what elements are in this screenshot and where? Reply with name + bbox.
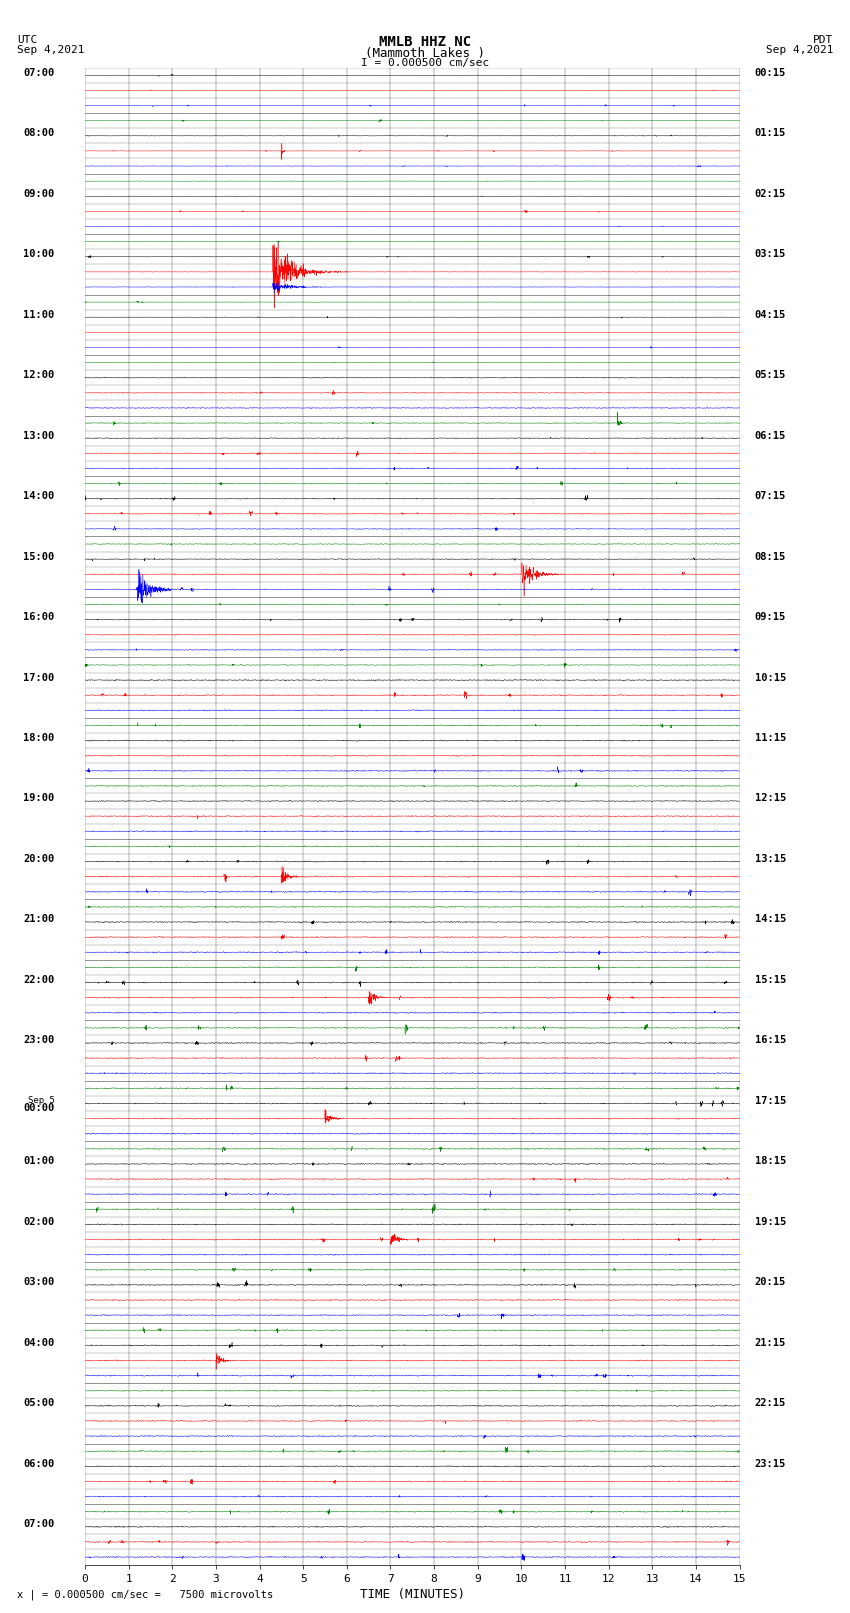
Text: 17:00: 17:00 [23, 673, 54, 682]
Text: 07:00: 07:00 [23, 68, 54, 77]
Text: 10:00: 10:00 [23, 248, 54, 260]
Text: 15:15: 15:15 [755, 974, 786, 986]
Text: 02:15: 02:15 [755, 189, 786, 198]
Text: 11:15: 11:15 [755, 732, 786, 744]
Text: 12:15: 12:15 [755, 794, 786, 803]
Text: 05:15: 05:15 [755, 369, 786, 381]
Text: 00:00: 00:00 [23, 1103, 54, 1113]
Text: 15:00: 15:00 [23, 552, 54, 561]
Text: Sep 5: Sep 5 [27, 1095, 54, 1105]
Text: 20:00: 20:00 [23, 853, 54, 865]
Text: 19:15: 19:15 [755, 1216, 786, 1227]
Text: (Mammoth Lakes ): (Mammoth Lakes ) [365, 47, 485, 60]
Text: 09:00: 09:00 [23, 189, 54, 198]
Text: 20:15: 20:15 [755, 1277, 786, 1287]
Text: 08:15: 08:15 [755, 552, 786, 561]
Text: 06:00: 06:00 [23, 1458, 54, 1469]
Text: I = 0.000500 cm/sec: I = 0.000500 cm/sec [361, 58, 489, 68]
Text: 22:00: 22:00 [23, 974, 54, 986]
Text: 03:00: 03:00 [23, 1277, 54, 1287]
Text: 13:15: 13:15 [755, 853, 786, 865]
Text: 19:00: 19:00 [23, 794, 54, 803]
Text: 21:00: 21:00 [23, 915, 54, 924]
Text: 11:00: 11:00 [23, 310, 54, 319]
Text: 01:15: 01:15 [755, 127, 786, 139]
Text: 23:15: 23:15 [755, 1458, 786, 1469]
Text: 09:15: 09:15 [755, 611, 786, 623]
Text: 00:15: 00:15 [755, 68, 786, 77]
Text: 12:00: 12:00 [23, 369, 54, 381]
Text: 18:15: 18:15 [755, 1157, 786, 1166]
Text: 13:00: 13:00 [23, 431, 54, 440]
Text: 16:00: 16:00 [23, 611, 54, 623]
X-axis label: TIME (MINUTES): TIME (MINUTES) [360, 1587, 465, 1600]
Text: x | = 0.000500 cm/sec =   7500 microvolts: x | = 0.000500 cm/sec = 7500 microvolts [17, 1589, 273, 1600]
Text: Sep 4,2021: Sep 4,2021 [766, 45, 833, 55]
Text: 04:00: 04:00 [23, 1337, 54, 1348]
Text: 17:15: 17:15 [755, 1095, 786, 1107]
Text: 21:15: 21:15 [755, 1337, 786, 1348]
Text: 22:15: 22:15 [755, 1398, 786, 1408]
Text: 14:00: 14:00 [23, 490, 54, 502]
Text: 04:15: 04:15 [755, 310, 786, 319]
Text: 03:15: 03:15 [755, 248, 786, 260]
Text: MMLB HHZ NC: MMLB HHZ NC [379, 35, 471, 50]
Text: 02:00: 02:00 [23, 1216, 54, 1227]
Text: 10:15: 10:15 [755, 673, 786, 682]
Text: 23:00: 23:00 [23, 1036, 54, 1045]
Text: 05:00: 05:00 [23, 1398, 54, 1408]
Text: UTC: UTC [17, 35, 37, 45]
Text: 16:15: 16:15 [755, 1036, 786, 1045]
Text: 18:00: 18:00 [23, 732, 54, 744]
Text: Sep 4,2021: Sep 4,2021 [17, 45, 84, 55]
Text: 07:15: 07:15 [755, 490, 786, 502]
Text: 08:00: 08:00 [23, 127, 54, 139]
Text: 14:15: 14:15 [755, 915, 786, 924]
Text: PDT: PDT [813, 35, 833, 45]
Text: 06:15: 06:15 [755, 431, 786, 440]
Text: 01:00: 01:00 [23, 1157, 54, 1166]
Text: 07:00: 07:00 [23, 1519, 54, 1529]
